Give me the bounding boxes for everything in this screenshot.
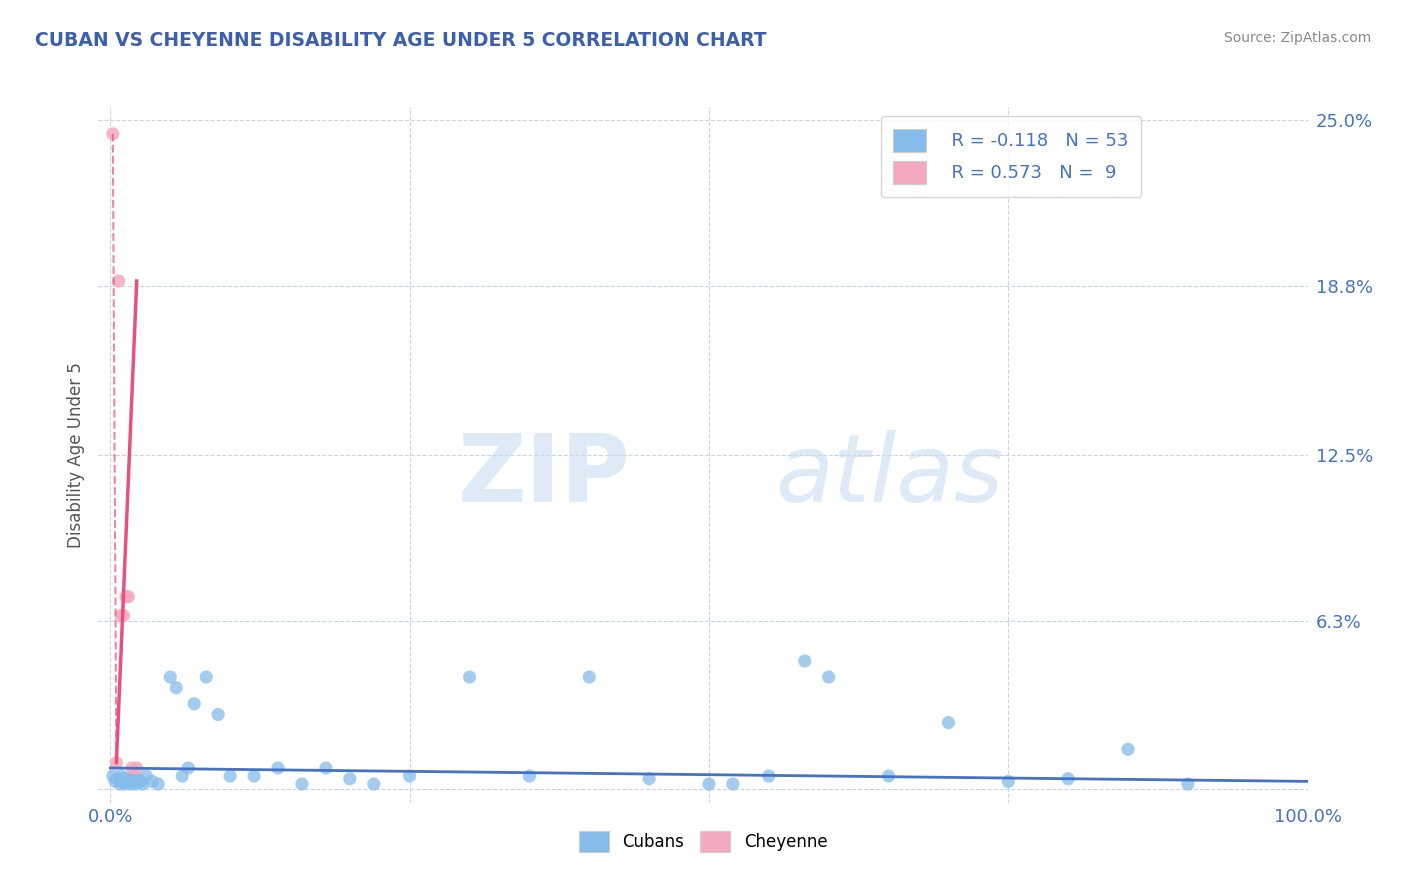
Point [243,769,266,783]
Point [107,274,129,288]
Point [127,772,149,786]
Point [315,761,337,775]
Point [817,670,839,684]
Point [141,774,163,789]
Point [115,590,138,604]
Point [267,761,290,775]
Text: CUBAN VS CHEYENNE DISABILITY AGE UNDER 5 CORRELATION CHART: CUBAN VS CHEYENNE DISABILITY AGE UNDER 5… [35,31,766,50]
Point [183,697,205,711]
Point [111,774,134,789]
Point [291,777,314,791]
Point [101,769,124,783]
Point [132,777,155,791]
Point [578,670,600,684]
Point [108,777,131,791]
Text: ZIP: ZIP [457,430,630,522]
Point [638,772,661,786]
Point [519,769,541,783]
Point [101,127,124,141]
Point [124,777,146,791]
Point [120,777,142,791]
Point [339,772,361,786]
Point [793,654,815,668]
Point [121,761,143,775]
Point [110,608,132,623]
Point [129,774,152,789]
Point [195,670,218,684]
Point [997,774,1019,789]
Point [112,608,135,623]
Point [458,670,481,684]
Text: atlas: atlas [776,430,1004,521]
Point [1116,742,1139,756]
Point [121,772,143,786]
Point [110,769,132,783]
Point [107,772,129,786]
Legend: Cubans, Cheyenne: Cubans, Cheyenne [571,822,835,861]
Point [877,769,900,783]
Point [1057,772,1080,786]
Point [363,777,385,791]
Point [135,769,157,783]
Point [207,707,229,722]
Point [1177,777,1199,791]
Point [114,777,136,791]
Point [697,777,720,791]
Point [219,769,242,783]
Point [118,774,141,789]
Point [117,772,139,786]
Point [165,681,187,695]
Point [177,761,200,775]
Point [721,777,744,791]
Point [115,774,138,789]
Point [104,774,127,789]
Point [758,769,780,783]
Point [122,774,145,789]
Point [105,756,128,770]
Text: Source: ZipAtlas.com: Source: ZipAtlas.com [1223,31,1371,45]
Point [112,772,135,786]
Point [148,777,170,791]
Point [117,590,139,604]
Point [938,715,960,730]
Point [172,769,194,783]
Point [159,670,181,684]
Point [124,769,146,783]
Point [125,761,148,775]
Y-axis label: Disability Age Under 5: Disability Age Under 5 [67,362,86,548]
Point [398,769,420,783]
Point [125,774,148,789]
